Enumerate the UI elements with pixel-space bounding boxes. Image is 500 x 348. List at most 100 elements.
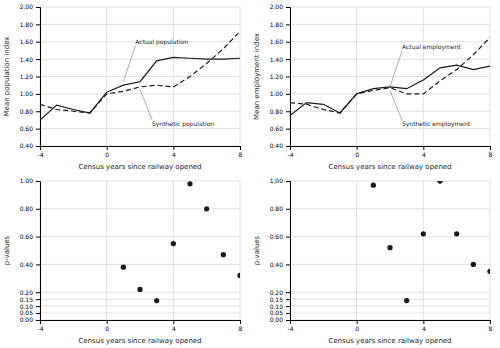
tick: 0.80 [270, 205, 290, 212]
axis-line [291, 147, 491, 151]
panel: -40480.400.600.801.001.201.401.601.802.0… [253, 3, 493, 171]
tick-label: 0.40 [270, 142, 284, 149]
grid-line [40, 208, 240, 209]
tick-mark [36, 209, 40, 210]
tick-label: 1.80 [270, 21, 284, 28]
tick-mark [286, 313, 290, 314]
tick: 0.05 [270, 309, 290, 316]
tick: -4 [38, 146, 44, 158]
point [371, 183, 376, 188]
tick: 4 [422, 146, 426, 158]
grid-line [290, 306, 490, 307]
tick: 4 [172, 320, 176, 332]
tick-mark [357, 146, 358, 150]
tick-mark [357, 320, 358, 324]
annotation: Synthetic employment [402, 120, 471, 128]
tick-label: -4 [288, 151, 294, 158]
x-axis: -4048 [288, 146, 493, 158]
tick-mark [36, 264, 40, 265]
grid-line [40, 264, 240, 265]
marks [290, 37, 490, 115]
tick-mark [286, 306, 290, 307]
tick-mark [286, 129, 290, 130]
tick-mark [423, 320, 424, 324]
x-axis: -4048 [38, 146, 243, 158]
tick: 0.80 [270, 108, 290, 115]
x-axis-title: Census years since railway opened [78, 337, 201, 345]
tick-mark [286, 146, 290, 147]
tick-label: 1.60 [20, 38, 34, 45]
y-axis-title: Mean employment index [253, 33, 261, 120]
axis-line [36, 8, 41, 147]
annotation-line [123, 46, 135, 82]
grid [40, 181, 240, 320]
tick-label: 1.00 [270, 90, 284, 97]
tick-label: 1.00 [270, 177, 284, 184]
tick: 8 [239, 146, 243, 158]
grid-line [40, 236, 240, 237]
tick-label: 0.20 [20, 289, 34, 296]
tick-label: 0.60 [270, 125, 284, 132]
marks [121, 181, 240, 303]
grid-line [290, 128, 490, 129]
tick: 8 [489, 146, 493, 158]
tick-mark [36, 42, 40, 43]
tick-label: 4 [172, 151, 176, 158]
tick-mark [36, 299, 40, 300]
tick-label: 0.80 [270, 108, 284, 115]
tick-mark [240, 146, 241, 150]
tick-label: -4 [288, 325, 294, 332]
grid-line [423, 181, 424, 320]
tick: 2.00 [20, 3, 40, 10]
grid-line [40, 93, 240, 94]
grid-line [356, 181, 357, 320]
x-axis-title: Census years since railway opened [328, 337, 451, 345]
grid-line [290, 208, 490, 209]
tick-mark [36, 181, 40, 182]
tick: 1.80 [20, 21, 40, 28]
tick-label: 0 [105, 325, 109, 332]
tick-label: 0.40 [20, 142, 34, 149]
grid-line [290, 76, 490, 77]
annotation-line [390, 51, 402, 87]
tick-mark [36, 320, 40, 321]
tick-mark [286, 111, 290, 112]
tick-label: 1.20 [20, 73, 34, 80]
line [40, 31, 240, 113]
tick: 1.00 [20, 90, 40, 97]
tick-mark [36, 59, 40, 60]
grid [290, 7, 490, 146]
tick: 0.10 [270, 303, 290, 310]
grid-line [290, 59, 490, 60]
marks [371, 181, 490, 303]
x-axis: -4048 [38, 320, 243, 332]
tick-mark [36, 237, 40, 238]
tick: 0.60 [20, 125, 40, 132]
tick-mark [36, 111, 40, 112]
annotation-line [140, 90, 152, 120]
tick: 1.00 [20, 177, 40, 184]
point [154, 298, 159, 303]
tick-mark [286, 181, 290, 182]
axis-line [41, 147, 241, 151]
tick-mark [36, 24, 40, 25]
tick: 4 [172, 146, 176, 158]
grid [290, 181, 490, 320]
annotation: Actual employment [402, 43, 461, 51]
tick: 1.60 [20, 38, 40, 45]
grid-line [290, 111, 490, 112]
tick-mark [286, 237, 290, 238]
grid-line [356, 7, 357, 146]
tick-label: 0.05 [20, 309, 34, 316]
tick: 0.40 [270, 142, 290, 149]
tick-label: 1.40 [20, 56, 34, 63]
grid-line [106, 181, 107, 320]
tick: 1.00 [270, 177, 290, 184]
tick: 0.80 [20, 108, 40, 115]
axis-line [286, 182, 291, 321]
annotation-line [390, 90, 402, 120]
grid-line [290, 292, 490, 293]
grid-line [40, 7, 240, 8]
panel: -40480.400.600.801.001.201.401.601.802.0… [3, 3, 243, 171]
point [437, 181, 442, 184]
